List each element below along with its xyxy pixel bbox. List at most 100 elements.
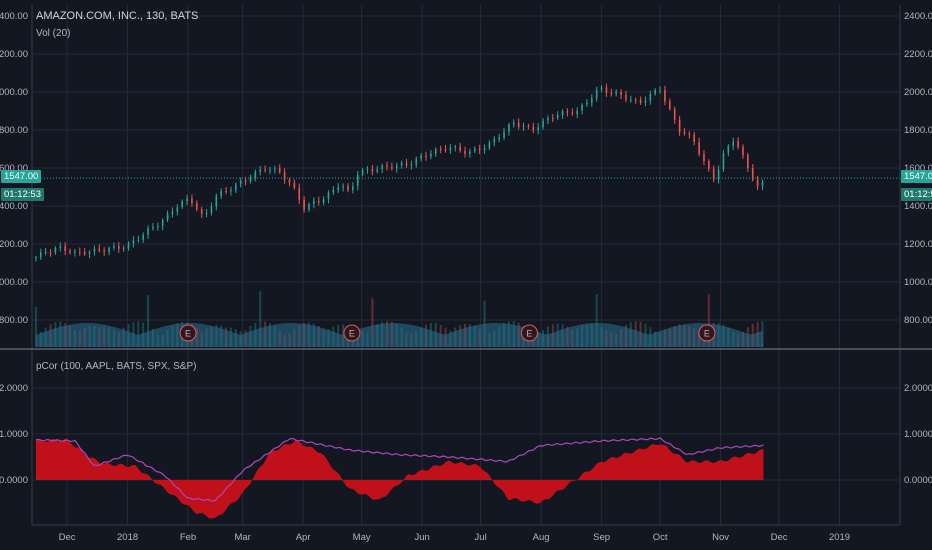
candle-body xyxy=(405,162,408,166)
candle-body xyxy=(644,100,647,103)
candle-body xyxy=(688,133,691,135)
candle-body xyxy=(595,89,598,99)
candle-body xyxy=(35,257,37,259)
candle-body xyxy=(712,168,715,180)
symbol-legend[interactable]: AMAZON.COM, INC., 130, BATS xyxy=(36,10,199,22)
candle-body xyxy=(430,153,432,157)
candle-body xyxy=(347,185,349,190)
candle-body xyxy=(39,252,42,258)
candle-body xyxy=(449,147,452,151)
price-tick-left: 1800.00 xyxy=(0,125,28,136)
candle-body xyxy=(630,99,632,101)
volume-legend[interactable]: Vol (20) xyxy=(36,28,71,39)
candle-body xyxy=(415,158,418,165)
candle-body xyxy=(142,234,144,240)
candle-body xyxy=(78,251,81,253)
price-tick-left: 800.00 xyxy=(0,315,28,326)
earnings-marker[interactable] xyxy=(698,324,716,342)
candle-body xyxy=(317,200,320,203)
candle-body xyxy=(459,146,461,151)
candle-body xyxy=(327,192,330,200)
price-tick-left: 2200.00 xyxy=(0,49,28,60)
candle-body xyxy=(259,169,262,172)
candle-body xyxy=(342,185,344,188)
price-tag-right: 1547.00 xyxy=(901,170,932,183)
grid-lines xyxy=(32,5,900,525)
candle-body xyxy=(664,89,666,102)
volume-bar xyxy=(137,321,140,347)
candle-body xyxy=(761,181,764,187)
countdown-tag-right: 01:12:53 xyxy=(901,188,932,201)
candle-body xyxy=(132,240,135,244)
candle-body xyxy=(210,206,213,214)
time-tick-label: Dec xyxy=(771,532,788,543)
candle-body xyxy=(118,246,120,249)
time-tick-label: Feb xyxy=(180,532,196,543)
indicator-tick-right: 0.0000 xyxy=(904,475,932,486)
candle-body xyxy=(522,125,525,127)
candle-body xyxy=(756,179,759,187)
indicator-legend[interactable]: pCor (100, AAPL, BATS, SPX, S&P) xyxy=(36,361,197,372)
price-tick-right: 2000.00 xyxy=(904,87,932,98)
candle-body xyxy=(103,250,105,252)
candle-body xyxy=(552,118,554,120)
candle-body xyxy=(566,111,569,113)
candle-body xyxy=(161,220,164,227)
candle-body xyxy=(717,169,720,180)
candle-body xyxy=(205,213,208,215)
candle-body xyxy=(166,213,169,221)
candle-body xyxy=(196,203,198,210)
price-tick-right: 1400.00 xyxy=(904,201,932,212)
time-tick-label: May xyxy=(353,532,371,543)
candle-body xyxy=(532,126,535,131)
candle-body xyxy=(751,168,754,180)
candle-body xyxy=(371,169,374,172)
candle-body xyxy=(659,89,661,91)
volume-ma-area xyxy=(35,323,764,347)
candle-body xyxy=(503,131,505,138)
earnings-marker[interactable] xyxy=(520,324,538,342)
candle-body xyxy=(88,251,91,255)
candle-body xyxy=(425,155,427,157)
indicator-tick-left: 0.0000 xyxy=(0,475,28,486)
candle-body xyxy=(386,165,388,167)
candle-body xyxy=(498,137,500,140)
candle-body xyxy=(220,191,223,196)
candle-body xyxy=(678,119,681,133)
candle-body xyxy=(122,248,125,250)
earnings-marker-label: E xyxy=(349,329,355,339)
candle-body xyxy=(176,207,179,212)
candle-body xyxy=(356,174,359,187)
candle-body xyxy=(464,150,466,154)
correlation-line xyxy=(35,437,764,502)
candle-body xyxy=(483,148,486,151)
candle-body xyxy=(376,169,379,172)
earnings-marker[interactable] xyxy=(179,324,197,342)
candle-body xyxy=(269,169,271,171)
time-tick-label: Nov xyxy=(712,532,729,543)
candle-body xyxy=(366,169,369,171)
candle-body xyxy=(337,187,340,190)
candle-body xyxy=(69,251,71,253)
earnings-marker[interactable] xyxy=(343,324,361,342)
indicator-tick-left: 2.0000 xyxy=(0,383,28,394)
candle-body xyxy=(93,248,96,252)
time-tick-label: 2019 xyxy=(829,532,850,543)
candle-body xyxy=(235,184,237,191)
candle-body xyxy=(737,141,739,148)
candle-body xyxy=(298,187,301,200)
candle-body xyxy=(274,168,276,170)
pcor-indicator xyxy=(35,437,764,519)
candle-body xyxy=(239,180,242,185)
candle-body xyxy=(615,91,617,94)
candle-body xyxy=(703,153,705,161)
candle-body xyxy=(74,251,76,253)
candle-body xyxy=(444,149,447,151)
candle-body xyxy=(556,115,559,119)
price-tick-left: 1200.00 xyxy=(0,239,28,250)
price-tick-right: 1800.00 xyxy=(904,125,932,136)
candle-body xyxy=(625,94,627,100)
candle-body xyxy=(381,165,383,170)
